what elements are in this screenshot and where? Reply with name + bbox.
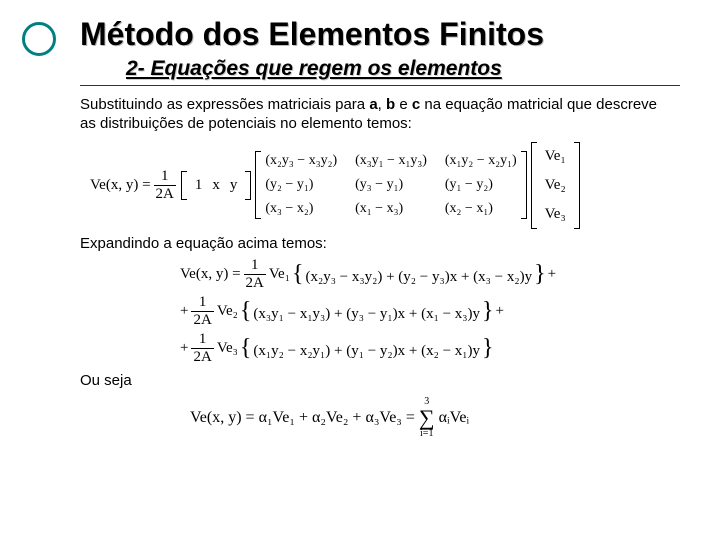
p1-bold-a: a <box>369 96 377 113</box>
colvec-0: Ve₁ <box>545 148 566 165</box>
eq2-frac-2: 1 2A <box>191 294 213 329</box>
equation-matrix: Ve(x, y) = 1 2A 1 x y (x₂y₃ − x₃y₂) (x₃y… <box>90 142 680 229</box>
paragraph-3: Ou seja <box>80 372 660 391</box>
eq2-frac-1: 1 2A <box>244 257 266 292</box>
sigma-icon: ∑ <box>419 407 435 429</box>
eq2-tail-2: + <box>496 303 504 320</box>
eq2-ve2: Ve₂ <box>217 303 238 320</box>
eq2-pre-3: + <box>180 340 188 357</box>
eq2-body-2: (x₃y₁ − x₁y₃) + (y₃ − y₁)x + (x₁ − x₃)y <box>238 298 496 325</box>
eq2-body-3: (x₁y₂ − x₂y₁) + (y₁ − y₂)x + (x₂ − x₁)y <box>238 335 496 362</box>
m12: (y₁ − y₂) <box>445 177 517 193</box>
eq1-frac-num: 1 <box>159 168 171 185</box>
colvec-2: Ve₃ <box>545 206 566 223</box>
rowvec-2: y <box>230 177 238 194</box>
p1-bold-b: b <box>386 96 395 113</box>
m10: (y₂ − y₁) <box>265 177 337 193</box>
slide-subtitle: 2- Equações que regem os elementos <box>126 57 680 81</box>
divider <box>80 85 680 86</box>
equation-summation: Ve(x, y) = α₁Ve₁ + α₂Ve₂ + α₃Ve₃ = 3 ∑ i… <box>190 397 680 439</box>
exp-line-3: + 1 2A Ve₃ (x₁y₂ − x₂y₁) + (y₁ − y₂)x + … <box>180 331 620 366</box>
title-bullet <box>22 22 56 56</box>
eq1-matrix-block: (x₂y₃ − x₃y₂) (x₃y₁ − x₁y₃) (x₁y₂ − x₂y₁… <box>255 151 526 219</box>
eq3-lhs: Ve(x, y) = α₁Ve₁ + α₂Ve₂ + α₃Ve₃ = <box>190 409 415 427</box>
p1-sep1: , <box>378 96 386 113</box>
m21: (x₁ − x₃) <box>355 201 427 217</box>
sum-bot: i=1 <box>420 429 433 439</box>
eq2-ve1: Ve₁ <box>269 266 290 283</box>
rowvec-1: x <box>212 177 220 194</box>
p1-text-a: Substituindo as expressões matriciais pa… <box>80 96 369 113</box>
m01: (x₃y₁ − x₁y₃) <box>355 153 427 169</box>
m00: (x₂y₃ − x₃y₂) <box>265 153 337 169</box>
equation-expanded: Ve(x, y) = 1 2A Ve₁ (x₂y₃ − x₃y₂) + (y₂ … <box>180 257 620 366</box>
colvec-1: Ve₂ <box>545 177 566 194</box>
eq2-frac-3: 1 2A <box>191 331 213 366</box>
eq2-lhs: Ve(x, y) = <box>180 266 241 283</box>
eq1-frac-den: 2A <box>154 185 176 203</box>
rowvec-0: 1 <box>195 177 203 194</box>
eq1-fraction: 1 2A <box>154 168 176 203</box>
m11: (y₃ − y₁) <box>355 177 427 193</box>
paragraph-1: Substituindo as expressões matriciais pa… <box>80 96 660 134</box>
m02: (x₁y₂ − x₂y₁) <box>445 153 517 169</box>
paragraph-2: Expandindo a equação acima temos: <box>80 235 660 254</box>
eq1-lhs: Ve(x, y) = <box>90 177 151 194</box>
sum-symbol: 3 ∑ i=1 <box>419 397 435 439</box>
exp-line-2: + 1 2A Ve₂ (x₃y₁ − x₁y₃) + (y₃ − y₁)x + … <box>180 294 620 329</box>
eq2-ve3: Ve₃ <box>217 340 238 357</box>
exp-line-1: Ve(x, y) = 1 2A Ve₁ (x₂y₃ − x₃y₂) + (y₂ … <box>180 257 620 292</box>
eq2-pre-2: + <box>180 303 188 320</box>
p1-bold-c: c <box>412 96 420 113</box>
p1-sep2: e <box>395 96 412 113</box>
eq3-rhs: αᵢVeᵢ <box>439 409 470 427</box>
slide-title: Método dos Elementos Finitos <box>80 16 680 53</box>
eq2-tail-1: + <box>548 266 556 283</box>
m20: (x₃ − x₂) <box>265 201 337 217</box>
eq2-body-1: (x₂y₃ − x₃y₂) + (y₂ − y₃)x + (x₃ − x₂)y <box>290 261 548 288</box>
eq1-colvec: Ve₁ Ve₂ Ve₃ <box>531 142 580 229</box>
m22: (x₂ − x₁) <box>445 201 517 217</box>
eq1-rowvec: 1 x y <box>181 171 252 200</box>
